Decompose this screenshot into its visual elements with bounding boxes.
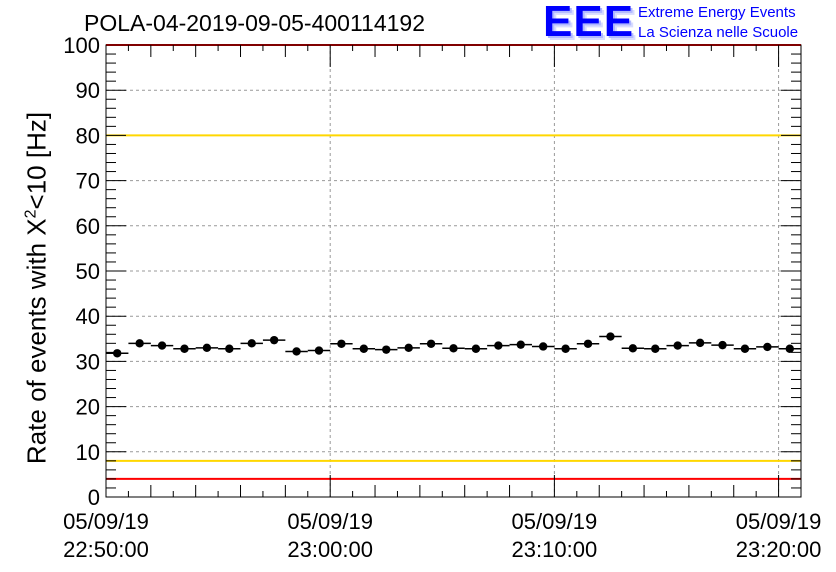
data-point: [583, 339, 593, 348]
logo-letter: E: [573, 0, 604, 46]
x-tick-time: 23:10:00: [511, 537, 598, 562]
logo-letter: E: [603, 0, 635, 46]
y-tick-label: 20: [76, 395, 100, 420]
y-tick-label: 30: [76, 349, 100, 374]
logo-text-line1: Extreme Energy Events: [638, 4, 796, 21]
y-tick-label: 90: [76, 78, 100, 103]
logo-text-line2: La Scienza nelle Scuole: [638, 24, 799, 41]
data-point: [382, 345, 391, 354]
logo-letter: E: [543, 0, 574, 46]
y-tick-label: 0: [88, 485, 100, 510]
data-point: [359, 344, 369, 353]
data-point: [269, 335, 279, 345]
x-tick-label: 05/09/19 23:00:00: [270, 508, 390, 564]
data-point: [628, 344, 638, 353]
data-point: [292, 347, 301, 356]
x-tick-time: 23:20:00: [735, 537, 822, 562]
eee-logo: EEE Extreme Energy Events La Scienza nel…: [543, 0, 833, 46]
y-tick-label: 80: [76, 123, 100, 148]
x-tick-date: 05/09/19: [287, 509, 373, 534]
y-tick-label: 40: [76, 304, 100, 329]
x-tick-date: 05/09/19: [735, 509, 822, 534]
data-point: [718, 340, 727, 350]
data-point: [740, 344, 750, 353]
y-tick-label: 100: [63, 33, 100, 58]
data-point: [135, 339, 144, 348]
x-tick-time: 22:50:00: [63, 537, 149, 562]
data-point: [538, 342, 548, 351]
data-point: [247, 339, 256, 348]
data-point: [404, 343, 413, 353]
data-point: [225, 344, 234, 353]
data-point: [426, 339, 436, 348]
data-point: [651, 344, 660, 353]
x-tick-date: 05/09/19: [63, 509, 149, 534]
data-point: [202, 343, 212, 353]
y-tick-label: 10: [76, 440, 100, 465]
x-tick-label: 05/09/19 22:50:00: [46, 508, 166, 564]
data-point: [471, 344, 481, 353]
data-point: [606, 332, 615, 341]
data-point: [494, 341, 503, 350]
data-point: [516, 340, 525, 349]
data-point: [337, 339, 346, 348]
y-tick-label: 70: [76, 169, 100, 194]
data-point: [449, 344, 458, 353]
x-tick-date: 05/09/19: [511, 509, 598, 534]
chart-title: POLA-04-2019-09-05-400114192: [84, 10, 425, 36]
data-point: [695, 338, 705, 348]
data-point: [785, 344, 794, 353]
data-point: [314, 346, 324, 355]
x-tick-time: 23:00:00: [287, 537, 373, 562]
data-point: [180, 344, 189, 353]
x-tick-label: 05/09/19 23:20:00: [719, 508, 836, 564]
data-point: [157, 341, 167, 350]
data-point: [561, 344, 570, 353]
x-tick-label: 05/09/19 23:10:00: [494, 508, 614, 564]
data-point: [763, 342, 772, 352]
data-point: [673, 341, 682, 350]
eee-logo-mark: EEE: [543, 0, 634, 46]
data-point: [113, 349, 122, 358]
y-tick-label: 50: [76, 259, 100, 284]
y-tick-label: 60: [76, 214, 100, 239]
